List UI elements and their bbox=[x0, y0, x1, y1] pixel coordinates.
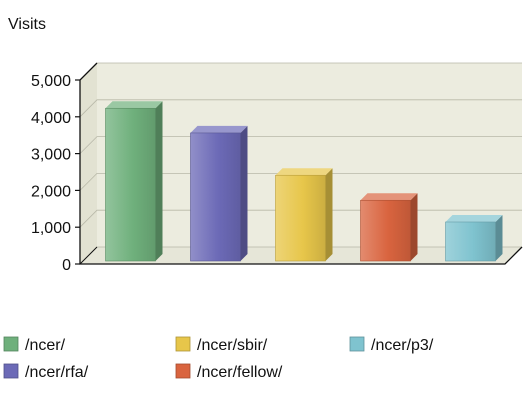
legend-label: /ncer/p3/ bbox=[371, 337, 434, 354]
bar-top bbox=[190, 125, 248, 133]
y-tick-label: 3,000 bbox=[31, 147, 71, 164]
bar-side bbox=[240, 125, 248, 261]
bar-top bbox=[275, 168, 333, 176]
bar-front bbox=[360, 199, 411, 262]
bar-side bbox=[410, 193, 418, 261]
y-tick-label: 0 bbox=[62, 257, 71, 274]
bar-side bbox=[495, 214, 503, 261]
legend-label: /ncer/rfa/ bbox=[25, 364, 89, 381]
y-axis-ticks: 0 1,000 2,000 3,000 4,000 5,000 bbox=[31, 73, 80, 274]
legend-label: /ncer/sbir/ bbox=[197, 337, 268, 354]
axis-corner bbox=[79, 246, 98, 265]
legend-label: /ncer/ bbox=[25, 337, 66, 354]
bar-top bbox=[360, 193, 418, 201]
legend-item: /ncer/fellow/ bbox=[175, 363, 283, 381]
bar-ncer-rfa bbox=[190, 125, 248, 262]
y-tick-label: 5,000 bbox=[31, 73, 71, 90]
legend-swatch bbox=[175, 336, 191, 352]
bar-side bbox=[325, 168, 333, 261]
bar-top bbox=[445, 214, 503, 222]
y-tick-label: 4,000 bbox=[31, 110, 71, 127]
legend-item: /ncer/ bbox=[3, 336, 66, 354]
legend-swatch bbox=[3, 363, 19, 379]
bar-front bbox=[190, 132, 241, 262]
bar-top bbox=[105, 101, 163, 109]
bar-ncer bbox=[105, 101, 163, 262]
bar-front bbox=[275, 174, 326, 262]
gridline bbox=[79, 99, 522, 118]
legend-label: /ncer/fellow/ bbox=[197, 364, 283, 381]
legend-item: /ncer/sbir/ bbox=[175, 336, 268, 354]
legend-item: /ncer/p3/ bbox=[349, 336, 434, 354]
plot-side-wall bbox=[80, 63, 97, 264]
bar-front bbox=[105, 107, 156, 262]
y-tick-label: 2,000 bbox=[31, 183, 71, 200]
bar-side bbox=[155, 101, 163, 261]
gridline bbox=[79, 172, 522, 191]
bar-ncer-p3 bbox=[445, 214, 503, 262]
y-axis-title: Visits bbox=[8, 16, 46, 33]
legend-swatch bbox=[3, 336, 19, 352]
bar-front bbox=[445, 221, 496, 262]
legend-item: /ncer/rfa/ bbox=[3, 363, 89, 381]
legend-swatch bbox=[349, 336, 365, 352]
bar-ncer-fellow bbox=[360, 193, 418, 262]
gridline bbox=[79, 136, 522, 154]
legend: /ncer/ /ncer/rfa/ /ncer/sbir/ /ncer/fellow/… bbox=[3, 336, 434, 381]
bar-ncer-sbir bbox=[275, 168, 333, 262]
y-tick-label: 1,000 bbox=[31, 220, 71, 237]
legend-swatch bbox=[175, 363, 191, 379]
bars bbox=[105, 101, 503, 262]
